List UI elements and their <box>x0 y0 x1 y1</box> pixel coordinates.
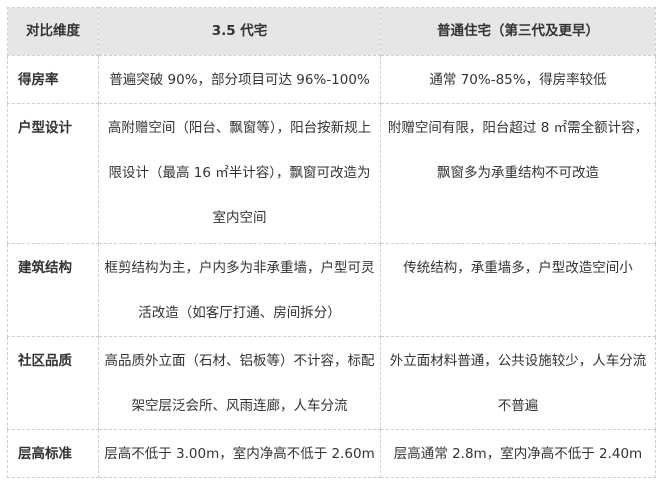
cell-line: 不普遍 <box>497 398 539 414</box>
comparison-table: 对比维度 3.5 代宅 普通住宅（第三代及更早） 得房率 普遍突破 90%，部分项… <box>7 7 656 478</box>
table-row: 得房率 普遍突破 90%，部分项目可达 96%-100% 通常 70%-85%，得房… <box>7 55 656 104</box>
table-row: 社区品质 高品质外立面（石材、铝板等）不计容，标配 架空层泛会所、风雨连廊，人车分流… <box>7 336 656 430</box>
cell-line: 架空层泛会所、风雨连廊，人车分流 <box>131 398 348 414</box>
cell-line: 框剪结构为主，户内多为非承重墙，户型可灵 <box>104 260 375 276</box>
dimension-cell: 建筑结构 <box>7 243 99 337</box>
header-dimension: 对比维度 <box>7 7 99 56</box>
cell-line: 传统结构，承重墙多，户型改造空间小 <box>403 260 633 276</box>
header-row: 对比维度 3.5 代宅 普通住宅（第三代及更早） <box>7 7 656 56</box>
ordinary-cell: 外立面材料普通，公共设施较少，人车分流 不普遍 <box>380 336 656 430</box>
ordinary-cell: 通常 70%-85%，得房率较低 <box>380 55 656 104</box>
gen-3-5-cell: 普遍突破 90%，部分项目可达 96%-100% <box>98 55 381 104</box>
gen-3-5-cell: 框剪结构为主，户内多为非承重墙，户型可灵 活改造（如客厅打通、房间拆分） <box>98 243 381 337</box>
header-3-5-gen: 3.5 代宅 <box>98 7 381 56</box>
cell-line: 飘窗多为承重结构不可改造 <box>437 165 599 181</box>
cell-line: 高附赠空间（阳台、飘窗等），阳台按新规上 <box>107 120 372 136</box>
dimension-cell: 层高标准 <box>7 429 99 478</box>
header-ordinary: 普通住宅（第三代及更早） <box>380 7 656 56</box>
cell-line: 室内空间 <box>212 210 267 226</box>
cell-line: 外立面材料普通，公共设施较少，人车分流 <box>389 353 647 369</box>
table-row: 层高标准 层高不低于 3.00m，室内净高不低于 2.60m 层高通常 2.8m，室… <box>7 429 656 478</box>
dimension-cell: 社区品质 <box>7 336 99 430</box>
table-row: 建筑结构 框剪结构为主，户内多为非承重墙，户型可灵 活改造（如客厅打通、房间拆分） 传… <box>7 243 656 337</box>
gen-3-5-cell: 高品质外立面（石材、铝板等）不计容，标配 架空层泛会所、风雨连廊，人车分流 <box>98 336 381 430</box>
ordinary-cell: 层高通常 2.8m，室内净高不低于 2.40m <box>380 429 656 478</box>
cell-line: 附赠空间有限，阳台超过 8 ㎡需全额计容， <box>387 120 649 136</box>
gen-3-5-cell: 高附赠空间（阳台、飘窗等），阳台按新规上 限设计（最高 16 ㎡半计容），飘窗可改… <box>98 103 381 244</box>
gen-3-5-cell: 层高不低于 3.00m，室内净高不低于 2.60m <box>98 429 381 478</box>
table-row: 户型设计 高附赠空间（阳台、飘窗等），阳台按新规上 限设计（最高 16 ㎡半计容），… <box>7 103 656 244</box>
dimension-cell: 户型设计 <box>7 103 99 244</box>
ordinary-cell: 附赠空间有限，阳台超过 8 ㎡需全额计容， 飘窗多为承重结构不可改造 <box>380 103 656 244</box>
cell-line: 普遍突破 90%，部分项目可达 96%-100% <box>109 72 370 88</box>
cell-line: 活改造（如客厅打通、房间拆分） <box>138 305 341 321</box>
cell-line: 限设计（最高 16 ㎡半计容），飘窗可改造为 <box>108 165 371 181</box>
dimension-cell: 得房率 <box>7 55 99 104</box>
cell-line: 高品质外立面（石材、铝板等）不计容，标配 <box>104 353 375 369</box>
cell-line: 通常 70%-85%，得房率较低 <box>429 72 607 88</box>
cell-line: 层高通常 2.8m，室内净高不低于 2.40m <box>393 446 643 462</box>
ordinary-cell: 传统结构，承重墙多，户型改造空间小 <box>380 243 656 337</box>
cell-line: 层高不低于 3.00m，室内净高不低于 2.60m <box>104 446 375 462</box>
